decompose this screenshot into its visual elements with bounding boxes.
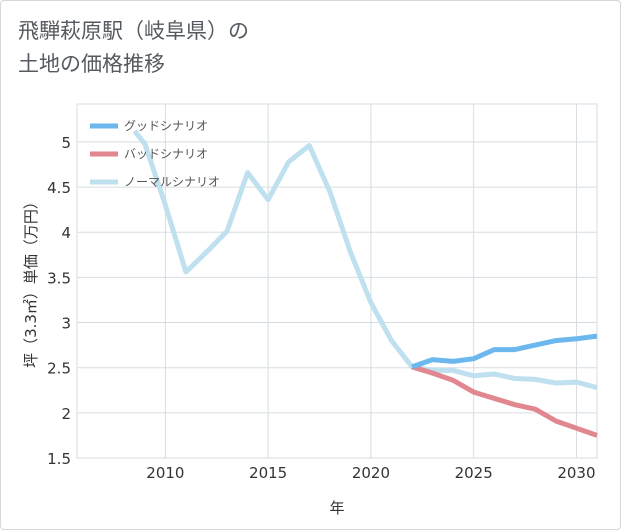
y-tick-label: 5 bbox=[61, 134, 71, 152]
title-line-1: 飛騨萩原駅（岐阜県）の bbox=[18, 19, 249, 43]
x-tick-label: 2030 bbox=[557, 464, 595, 482]
y-tick-label: 4.5 bbox=[47, 179, 71, 197]
y-tick-label: 2.5 bbox=[47, 360, 71, 378]
y-tick-label: 2 bbox=[61, 405, 71, 423]
x-axis-label: 年 bbox=[329, 499, 344, 517]
y-tick-label: 1.5 bbox=[47, 450, 71, 468]
y-tick-label: 3.5 bbox=[47, 269, 71, 287]
series-lines bbox=[132, 129, 598, 438]
y-axis-ticks: 1.5 2 2.5 3 3.5 4 4.5 5 bbox=[47, 134, 71, 468]
grid bbox=[76, 103, 598, 459]
series-line-1 bbox=[411, 364, 598, 438]
x-tick-label: 2020 bbox=[352, 464, 390, 482]
y-tick-label: 3 bbox=[61, 315, 71, 333]
y-tick-label: 4 bbox=[61, 224, 71, 242]
title-line-2: 土地の価格推移 bbox=[18, 52, 165, 76]
legend-label: バッドシナリオ bbox=[124, 147, 208, 161]
legend-label: ノーマルシナリオ bbox=[124, 175, 220, 189]
chart-title: 飛騨萩原駅（岐阜県）の 土地の価格推移 bbox=[18, 15, 249, 81]
x-axis-ticks: 2010 2015 2020 2025 2030 bbox=[146, 464, 595, 482]
series-line-0 bbox=[411, 333, 598, 370]
x-tick-label: 2010 bbox=[146, 464, 184, 482]
series-line-2 bbox=[132, 129, 598, 391]
x-tick-label: 2015 bbox=[249, 464, 287, 482]
legend-label: グッドシナリオ bbox=[124, 119, 208, 133]
y-axis-label: 坪（3.3㎡）単価（万円） bbox=[22, 194, 40, 368]
x-tick-label: 2025 bbox=[455, 464, 493, 482]
